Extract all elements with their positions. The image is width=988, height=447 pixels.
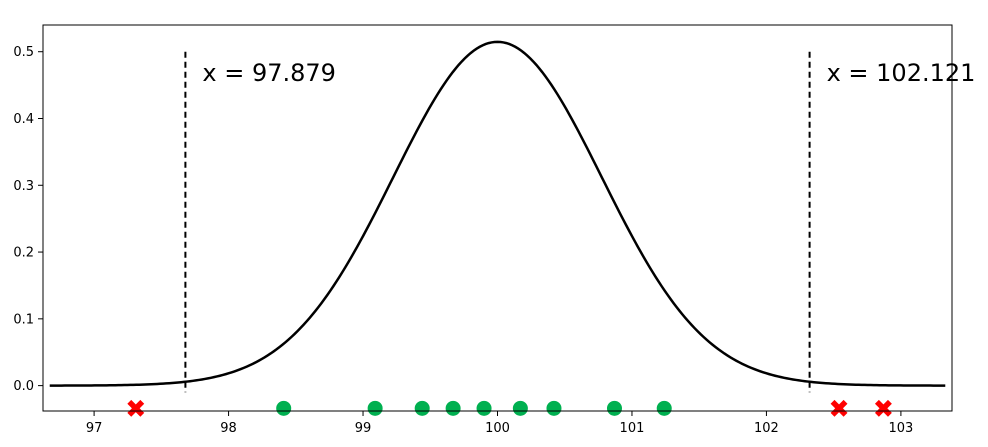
threshold-label: x = 102.121 (827, 59, 976, 87)
x-tick-label: 99 (355, 421, 372, 436)
x-tick-label: 97 (86, 421, 103, 436)
threshold-label: x = 97.879 (202, 59, 336, 87)
y-tick-label: 0.5 (13, 45, 34, 60)
x-tick-label: 98 (220, 421, 237, 436)
axes-frame (42, 24, 953, 412)
inlier-point (414, 400, 430, 416)
y-tick-label: 0.0 (13, 379, 34, 394)
inlier-point (512, 400, 528, 416)
inlier-point (546, 400, 562, 416)
inlier-point (445, 400, 461, 416)
inlier-point (276, 400, 292, 416)
x-tick-label: 100 (485, 421, 510, 436)
outlier-point (127, 399, 145, 417)
inlier-point (606, 400, 622, 416)
x-tick-label: 101 (620, 421, 645, 436)
outlier-point (830, 399, 848, 417)
plot-area: x = 97.879 x = 102.121 (49, 40, 976, 417)
x-tick-label: 102 (754, 421, 779, 436)
x-tick-label: 103 (888, 421, 913, 436)
y-tick-label: 0.1 (13, 312, 34, 327)
inlier-point (476, 400, 492, 416)
y-tick-label: 0.3 (13, 179, 34, 194)
inlier-point (656, 400, 672, 416)
y-axis: 0.0 0.1 0.2 0.3 0.4 0.5 (13, 45, 43, 394)
pdf-curve (49, 40, 946, 387)
inlier-point (367, 400, 383, 416)
x-axis: 97 98 99 100 101 102 103 (86, 411, 913, 436)
outlier-point (874, 399, 892, 417)
y-tick-label: 0.4 (13, 112, 34, 127)
y-tick-label: 0.2 (13, 246, 34, 261)
